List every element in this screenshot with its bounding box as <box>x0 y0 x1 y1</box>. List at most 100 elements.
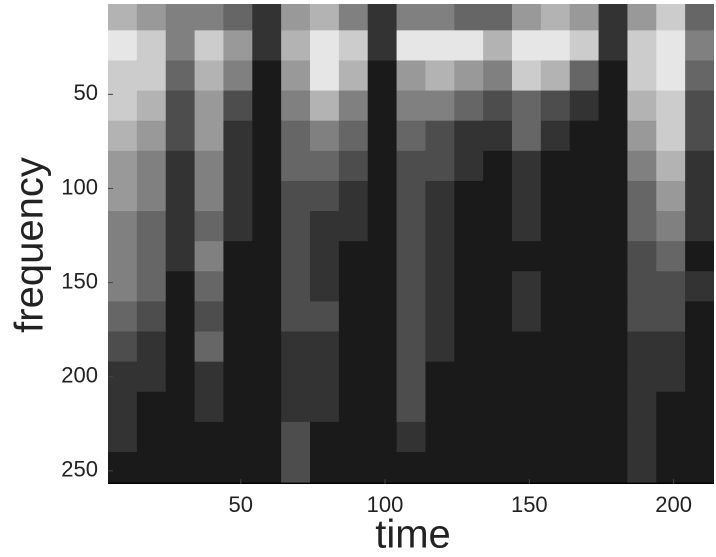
heatmap-cell <box>540 452 571 483</box>
heatmap-cell <box>656 120 686 152</box>
heatmap-cell <box>627 60 657 92</box>
heatmap-cell <box>627 361 657 393</box>
y-tick-label: 200 <box>61 363 98 388</box>
heatmap-cell <box>454 120 484 152</box>
heatmap-cell <box>598 150 628 182</box>
heatmap-cell <box>338 241 369 272</box>
heatmap-cell <box>454 331 484 363</box>
heatmap-cell <box>483 361 513 393</box>
heatmap-cell <box>252 331 282 363</box>
heatmap-cell <box>338 391 369 423</box>
heatmap-cell <box>627 4 657 31</box>
x-axis-title: time <box>375 513 451 557</box>
heatmap-cell <box>540 331 571 363</box>
heatmap-cell <box>454 211 484 242</box>
y-tick-label: 150 <box>61 268 98 293</box>
heatmap-cell <box>656 331 686 363</box>
heatmap-cell <box>483 4 513 31</box>
heatmap-cell <box>656 4 686 31</box>
heatmap-cell <box>136 241 167 272</box>
heatmap-cell <box>223 271 253 302</box>
heatmap-cell <box>569 361 600 393</box>
heatmap-cell <box>252 30 282 61</box>
heatmap-cell <box>252 180 282 212</box>
heatmap-cell <box>223 452 253 483</box>
heatmap-cell <box>281 60 311 92</box>
heatmap-cell <box>656 271 686 302</box>
heatmap-cell <box>281 150 311 182</box>
heatmap-cell <box>396 120 426 152</box>
heatmap-cell <box>252 60 282 92</box>
heatmap-cell <box>252 271 282 302</box>
heatmap-cell <box>252 301 282 333</box>
heatmap-cell <box>685 30 714 61</box>
heatmap-cell <box>598 271 628 302</box>
heatmap-cell <box>108 241 138 272</box>
heatmap-cell <box>223 301 253 333</box>
heatmap-cell <box>598 361 628 393</box>
heatmap-cell <box>396 180 426 212</box>
heatmap-cell <box>338 60 369 92</box>
heatmap-cell <box>512 211 542 242</box>
heatmap-cell <box>656 361 686 393</box>
heatmap-cell <box>367 4 398 31</box>
heatmap-cell <box>223 361 253 393</box>
heatmap-cell <box>540 241 571 272</box>
heatmap-cell <box>598 180 628 212</box>
heatmap-cell <box>425 241 455 272</box>
heatmap-cell <box>165 271 196 302</box>
heatmap-cell <box>454 60 484 92</box>
heatmap-cell <box>598 120 628 152</box>
heatmap-cell <box>165 361 196 393</box>
heatmap-cell <box>310 271 340 302</box>
heatmap-cell <box>136 301 167 333</box>
heatmap-cell <box>108 271 138 302</box>
heatmap-cell <box>396 211 426 242</box>
heatmap-cell <box>108 421 138 453</box>
heatmap-cell <box>367 120 398 152</box>
heatmap-cell <box>281 241 311 272</box>
heatmap-cell <box>281 421 311 453</box>
heatmap-cell <box>165 211 196 242</box>
heatmap-cell <box>685 90 714 122</box>
heatmap-cell <box>656 30 686 61</box>
heatmap-cell <box>512 452 542 483</box>
heatmap-cell <box>310 391 340 423</box>
heatmap-cell <box>223 421 253 453</box>
heatmap-cell <box>252 4 282 31</box>
heatmap-cell <box>656 150 686 182</box>
heatmap-cell <box>165 90 196 122</box>
heatmap-cell <box>310 452 340 483</box>
heatmap-cell <box>367 391 398 423</box>
heatmap-cell <box>108 452 138 483</box>
heatmap-cell <box>512 30 542 61</box>
heatmap-cell <box>627 120 657 152</box>
heatmap-cell <box>656 452 686 483</box>
heatmap-cell <box>454 30 484 61</box>
heatmap-cell <box>483 421 513 453</box>
heatmap-cell <box>512 120 542 152</box>
heatmap-cell <box>252 90 282 122</box>
heatmap-cell <box>454 241 484 272</box>
heatmap-cell <box>108 150 138 182</box>
heatmap-cell <box>627 271 657 302</box>
heatmap-cell <box>483 120 513 152</box>
heatmap-cell <box>338 90 369 122</box>
heatmap-cell <box>569 241 600 272</box>
heatmap-cell <box>223 241 253 272</box>
heatmap-cell <box>685 241 714 272</box>
heatmap-cell <box>281 180 311 212</box>
heatmap-cell <box>396 30 426 61</box>
heatmap-cell <box>338 30 369 61</box>
heatmap-cell <box>136 211 167 242</box>
heatmap-cell <box>454 4 484 31</box>
heatmap-cell <box>512 180 542 212</box>
heatmap-cell <box>483 241 513 272</box>
heatmap-cell <box>281 331 311 363</box>
heatmap-cell <box>310 90 340 122</box>
heatmap-cell <box>223 30 253 61</box>
heatmap-cell <box>165 4 196 31</box>
heatmap-cell <box>598 4 628 31</box>
heatmap-cell <box>540 271 571 302</box>
heatmap-cell <box>310 301 340 333</box>
